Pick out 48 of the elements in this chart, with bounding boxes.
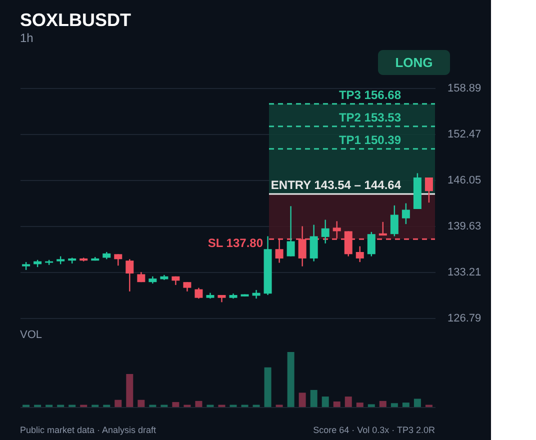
bar [195, 400, 202, 407]
bar [138, 400, 145, 407]
bar [414, 398, 421, 407]
bar [322, 396, 329, 407]
text: Public market data · Analysis draft [20, 425, 157, 435]
text: LONG [395, 55, 433, 70]
bar [379, 400, 386, 407]
bar [126, 374, 134, 407]
bar [356, 402, 364, 407]
candlestick [402, 202, 410, 225]
candlestick [286, 206, 295, 257]
y-tick-label: 126.79 [448, 312, 482, 324]
candlestick [367, 231, 376, 257]
bar [264, 367, 272, 407]
candlestick [390, 204, 398, 237]
ref-line-label: SL 137.80 [208, 236, 264, 250]
ref-line-label: TP1 150.39 [338, 132, 402, 147]
bar [114, 400, 122, 407]
candlestick [378, 221, 387, 236]
candlestick [183, 282, 192, 292]
y-tick-label: 152.47 [448, 128, 482, 140]
candlestick [321, 219, 330, 244]
bar [172, 402, 180, 407]
chart-subtitle: 1h [20, 31, 34, 45]
candlestick [194, 287, 203, 300]
chart-title: SOXLBUSDT [20, 10, 132, 30]
ref-line-label: ENTRY 143.54 – 144.64 [270, 178, 402, 192]
y-tick-label: 158.89 [448, 82, 482, 94]
y-tick-label: 139.63 [448, 220, 482, 232]
bar [298, 392, 306, 407]
candlestick [424, 176, 433, 204]
bar [287, 352, 294, 407]
bar [310, 390, 318, 407]
bar [402, 402, 410, 407]
bar [368, 404, 375, 407]
y-tick-label: 146.05 [448, 174, 482, 186]
candlestick [114, 254, 122, 266]
text: Score 64 · Vol 0.3x · TP3 2.0R [313, 425, 436, 435]
candlestick [126, 258, 134, 292]
bar [390, 403, 398, 407]
chart-title: VOL [20, 329, 42, 341]
bar [344, 396, 352, 407]
ref-line-label: TP2 153.53 [338, 110, 402, 124]
y-tick-label: 133.21 [448, 266, 482, 278]
candlestick [356, 246, 364, 263]
candlestick [310, 224, 318, 262]
ref-line-label: TP3 156.68 [338, 88, 402, 102]
bar [333, 402, 340, 407]
